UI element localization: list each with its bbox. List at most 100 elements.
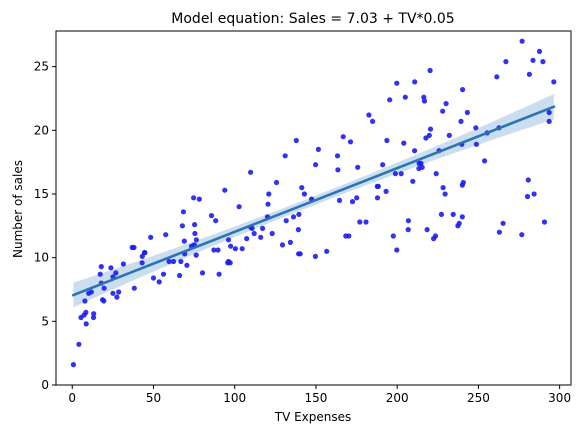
- data-point: [299, 185, 305, 191]
- data-point: [424, 227, 430, 233]
- data-point: [370, 118, 376, 124]
- data-point: [418, 160, 424, 166]
- data-point: [110, 290, 116, 296]
- data-point: [546, 118, 552, 124]
- data-point: [131, 285, 137, 291]
- data-point: [179, 223, 185, 229]
- data-point: [335, 167, 341, 173]
- data-point: [91, 311, 97, 317]
- data-point: [113, 270, 119, 276]
- data-point: [193, 237, 199, 243]
- data-point: [208, 213, 215, 219]
- data-point: [473, 141, 479, 147]
- data-point: [211, 247, 217, 253]
- data-point: [402, 94, 408, 100]
- data-point: [90, 314, 97, 321]
- data-point: [531, 191, 537, 197]
- data-point: [426, 132, 432, 138]
- data-point: [405, 218, 411, 224]
- data-point: [375, 183, 381, 189]
- data-point: [139, 260, 145, 266]
- data-point: [374, 195, 381, 201]
- data-point: [213, 218, 219, 224]
- data-point: [312, 253, 318, 259]
- data-point: [236, 204, 242, 210]
- data-point: [142, 250, 148, 256]
- data-point: [366, 112, 372, 118]
- data-point: [503, 59, 509, 65]
- data-point: [442, 191, 448, 197]
- data-point: [180, 209, 186, 215]
- data-point: [392, 171, 398, 177]
- data-point: [380, 162, 386, 168]
- data-point: [116, 289, 122, 295]
- data-point: [248, 169, 254, 175]
- data-point: [83, 309, 89, 315]
- data-point: [315, 146, 321, 152]
- data-point: [525, 177, 531, 183]
- data-point: [282, 153, 288, 159]
- data-point: [460, 179, 466, 186]
- data-point: [82, 298, 88, 304]
- y-tick-label: 5: [41, 314, 49, 328]
- data-point: [427, 126, 434, 132]
- data-point: [473, 125, 479, 131]
- data-point: [192, 230, 198, 237]
- x-axis-ticks: 0 50 100 150 200 250 300: [68, 385, 571, 405]
- data-point: [295, 227, 301, 233]
- data-point: [433, 171, 439, 177]
- data-point: [290, 214, 297, 220]
- x-tick-label: 250: [467, 391, 490, 405]
- data-point: [70, 362, 76, 368]
- data-point: [266, 191, 272, 197]
- data-point: [357, 219, 363, 225]
- data-point: [83, 321, 89, 327]
- y-tick-label: 15: [34, 187, 49, 201]
- data-point: [450, 211, 456, 217]
- data-point: [438, 211, 444, 217]
- data-point: [244, 236, 250, 242]
- data-point: [313, 162, 319, 168]
- data-point: [443, 101, 449, 107]
- data-point: [440, 185, 446, 191]
- data-point: [384, 137, 390, 144]
- data-point: [251, 230, 257, 237]
- data-point: [460, 87, 466, 93]
- data-point: [177, 272, 183, 279]
- data-point: [199, 270, 206, 276]
- data-point: [131, 244, 137, 251]
- data-point: [170, 258, 177, 265]
- data-point: [551, 79, 557, 85]
- data-point: [347, 139, 354, 145]
- data-point: [336, 197, 343, 203]
- data-point: [459, 214, 465, 220]
- data-point: [394, 247, 400, 253]
- data-point: [383, 188, 389, 194]
- data-point: [216, 271, 222, 277]
- data-point: [293, 137, 299, 144]
- axes-frame: [55, 30, 572, 386]
- data-point: [405, 227, 411, 233]
- data-point: [334, 153, 341, 159]
- data-point: [464, 109, 470, 116]
- data-point: [540, 59, 546, 65]
- data-point: [114, 294, 120, 300]
- data-point: [346, 233, 352, 239]
- data-point: [387, 97, 393, 103]
- data-point: [88, 289, 94, 295]
- data-point: [232, 246, 238, 252]
- data-point: [412, 148, 418, 154]
- data-point: [297, 251, 303, 257]
- data-point: [287, 239, 293, 245]
- x-tick-label: 50: [146, 391, 161, 405]
- data-point: [519, 38, 525, 44]
- data-point: [349, 199, 356, 205]
- data-point: [283, 218, 289, 224]
- data-point: [401, 140, 407, 146]
- data-point: [101, 285, 107, 291]
- data-point: [340, 134, 346, 140]
- data-points-layer: [70, 38, 557, 368]
- data-point: [432, 233, 439, 239]
- y-axis-label: Number of sales: [11, 160, 25, 258]
